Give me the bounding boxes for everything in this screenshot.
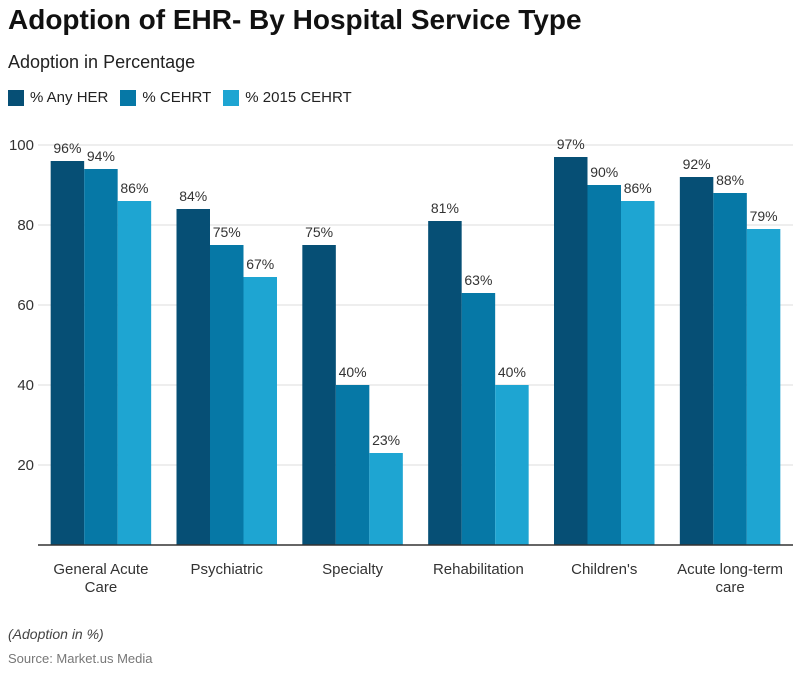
x-tick-label-line: care	[715, 579, 744, 596]
legend-item-any-her: % Any HER	[8, 89, 108, 106]
bar	[713, 193, 747, 545]
data-label: 90%	[590, 164, 618, 180]
x-tick-label-line: General Acute	[53, 561, 148, 578]
x-tick-label: Specialty	[322, 561, 383, 578]
data-label: 40%	[339, 364, 367, 380]
legend-swatch-2015-cehrt	[223, 89, 240, 106]
bar	[176, 209, 210, 545]
bar	[621, 201, 655, 545]
data-label: 86%	[624, 180, 652, 196]
bar	[746, 229, 781, 545]
x-tick-label-line: Rehabilitation	[433, 561, 524, 578]
data-label: 92%	[683, 156, 711, 172]
bar	[369, 453, 403, 545]
bar	[461, 293, 496, 545]
x-tick-label: Acute long-term care	[677, 561, 783, 596]
data-label: 75%	[305, 224, 333, 240]
legend-label-any-her: % Any HER	[30, 89, 109, 106]
y-tick-label: 40	[17, 377, 34, 394]
data-label: 84%	[179, 188, 207, 204]
y-tick-label: 80	[17, 217, 34, 234]
data-label: 40%	[498, 364, 526, 380]
data-label: 63%	[464, 272, 492, 288]
data-label: 94%	[87, 148, 115, 164]
bar	[117, 201, 152, 545]
x-tick-label-line: Acute long-term	[677, 561, 783, 578]
x-tick-label-line: Specialty	[322, 561, 383, 578]
bar	[84, 169, 118, 545]
bar	[50, 161, 85, 545]
data-label: 79%	[750, 208, 778, 224]
bar	[302, 245, 336, 545]
data-label: 96%	[53, 140, 81, 156]
x-tick-label: Children's	[571, 561, 637, 578]
bar	[554, 157, 588, 545]
bar	[210, 245, 244, 545]
y-tick-label: 20	[17, 457, 34, 474]
data-label: 67%	[246, 256, 274, 272]
legend-item-2015-cehrt: % 2015 CEHRT	[223, 89, 352, 106]
chart-title: Adoption of EHR- By Hospital Service Typ…	[8, 4, 582, 35]
data-label: 97%	[557, 136, 585, 152]
bar	[587, 185, 621, 545]
y-tick-label: 100	[9, 137, 34, 154]
chart-subtitle: Adoption in Percentage	[8, 52, 196, 72]
x-tick-label: Rehabilitation	[433, 561, 524, 578]
legend-label-2015-cehrt: % 2015 CEHRT	[245, 89, 352, 106]
legend-swatch-cehrt	[120, 89, 137, 106]
footer-note: (Adoption in %)	[8, 626, 104, 642]
x-tick-label: General Acute Care	[53, 561, 148, 596]
bar	[428, 221, 462, 545]
x-tick-label-line: Care	[85, 579, 118, 596]
bar	[495, 385, 529, 545]
bar	[335, 385, 370, 545]
bar	[679, 177, 714, 545]
x-tick-label-line: Children's	[571, 561, 637, 578]
x-tick-label: Psychiatric	[190, 561, 263, 578]
data-label: 81%	[431, 200, 459, 216]
data-label: 75%	[213, 224, 241, 240]
legend-item-cehrt: % CEHRT	[120, 89, 211, 106]
y-tick-label: 60	[17, 297, 34, 314]
data-label: 88%	[716, 172, 744, 188]
data-label: 23%	[372, 432, 400, 448]
x-tick-label-line: Psychiatric	[190, 561, 263, 578]
legend: % Any HER % CEHRT % 2015 CEHRT	[8, 89, 352, 106]
data-label: 86%	[120, 180, 148, 196]
footer-source: Source: Market.us Media	[8, 651, 153, 666]
legend-label-cehrt: % CEHRT	[142, 89, 212, 106]
legend-swatch-any-her	[8, 89, 24, 106]
bar	[243, 277, 277, 545]
